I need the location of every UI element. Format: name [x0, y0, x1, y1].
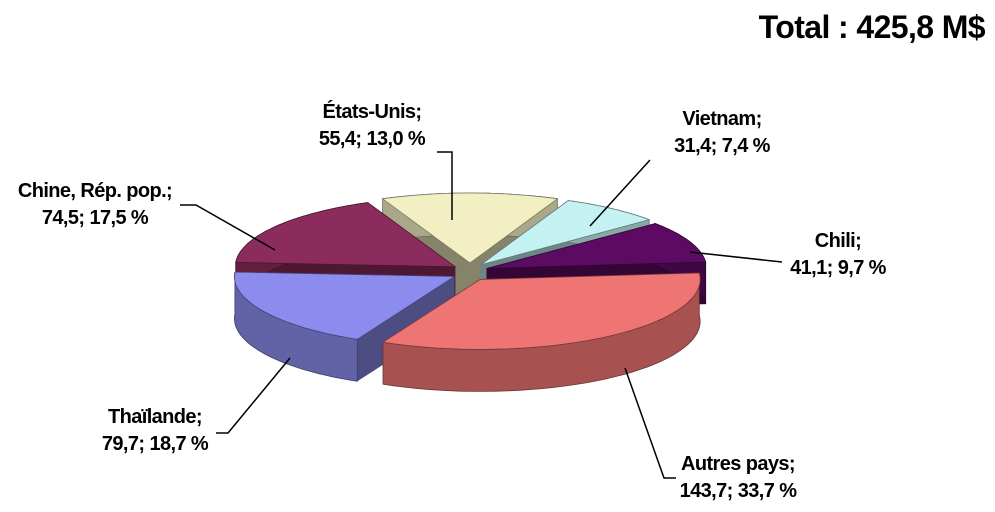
slice-label: Vietnam; [682, 108, 761, 130]
percent-label: 33,7 % [738, 480, 797, 502]
leader-line [689, 251, 783, 263]
slice-value-label: 31,4; 7,4 % [674, 135, 771, 157]
leader-line [589, 159, 651, 227]
slice-label: Chili; [815, 230, 861, 252]
percent-label: 13,0 % [366, 128, 425, 150]
slice-value-label: 79,7; 18,7 % [102, 433, 209, 455]
value-label: 143,7; [680, 480, 733, 502]
slice-value-label: 55,4; 13,0 % [319, 128, 426, 150]
slice-label: États-Unis; [323, 100, 422, 123]
chart-title: Total : 425,8 M$ [759, 9, 986, 45]
slice-value-label: 143,7; 33,7 % [680, 480, 798, 502]
leader-line [216, 357, 291, 434]
value-label: 79,7; [102, 433, 145, 455]
slice-label: Autres pays; [681, 453, 795, 475]
slice-top [381, 192, 559, 264]
percent-label: 18,7 % [149, 433, 208, 455]
value-label: 55,4; [319, 128, 362, 150]
slice-label: Thaïlande; [108, 406, 202, 428]
slice-top [381, 272, 701, 350]
slice-top [233, 271, 456, 340]
slice [381, 272, 701, 392]
slice-label: Chine, Rép. pop.; [18, 180, 172, 202]
slice-value-label: 41,1; 9,7 % [790, 257, 887, 279]
slice-top [480, 200, 651, 266]
value-label: 31,4; [674, 135, 717, 157]
leader-line [437, 151, 453, 220]
slice-top [235, 202, 457, 268]
value-label: 74,5; [42, 207, 85, 229]
slice-top [486, 223, 707, 269]
leader-line [180, 204, 276, 251]
leader-line [624, 367, 676, 479]
value-label: 41,1; [790, 257, 833, 279]
percent-label: 9,7 % [838, 257, 887, 279]
slice-value-label: 74,5; 17,5 % [42, 207, 149, 229]
percent-label: 7,4 % [722, 135, 771, 157]
percent-label: 17,5 % [89, 207, 148, 229]
